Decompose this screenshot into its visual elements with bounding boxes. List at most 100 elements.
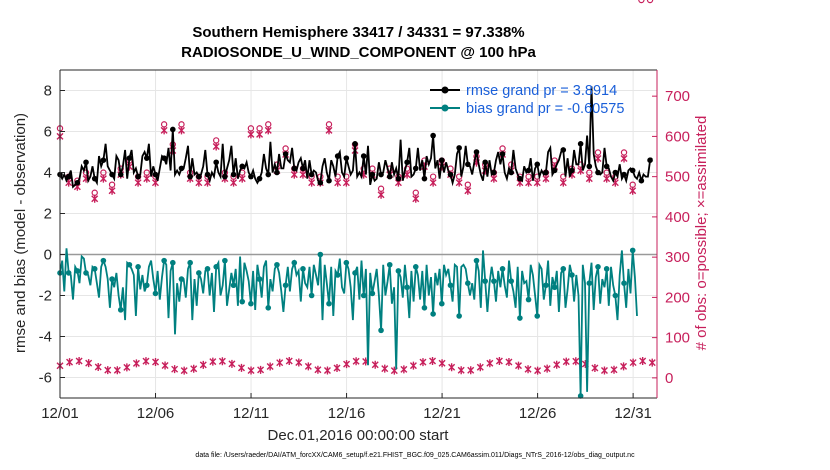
obs-bottom-marker (228, 359, 236, 368)
obs-assimilated-marker (108, 186, 116, 195)
x-tick-label: 12/31 (614, 405, 652, 422)
rmse-marker (334, 153, 341, 159)
obs-bottom-marker (648, 358, 656, 367)
rmse-marker (291, 165, 298, 172)
bias-marker (543, 282, 549, 289)
obs-bottom-marker (629, 358, 637, 367)
bias-marker (291, 259, 298, 266)
rmse-marker (152, 171, 159, 178)
rmse-marker (300, 165, 306, 172)
obs-bottom-marker (562, 357, 570, 366)
bias-marker (404, 284, 410, 291)
bias-marker (473, 257, 480, 264)
obs-bottom-marker (113, 366, 121, 375)
bias-marker (482, 278, 488, 284)
x-tick-label: 12/06 (137, 405, 175, 422)
bias-marker (100, 257, 107, 264)
obs-assimilated-marker (134, 178, 142, 187)
rmse-marker (170, 126, 176, 133)
bias-marker (569, 272, 575, 278)
bias-marker (317, 251, 324, 258)
rmse-marker (421, 175, 428, 182)
rmse-marker (196, 173, 202, 180)
obs-assimilated-marker (559, 178, 567, 187)
obs-bottom-marker (257, 365, 265, 374)
bias-marker (135, 264, 141, 270)
obs-assimilated-marker (299, 170, 307, 179)
obs-bottom-marker (304, 362, 312, 371)
obs-bottom-marker (190, 364, 198, 373)
y-right-tick-label: 500 (665, 169, 690, 186)
y-right-tick-label: 200 (665, 289, 690, 306)
obs-assimilated-marker (533, 178, 541, 187)
bias-marker (499, 266, 506, 272)
bias-marker (612, 292, 619, 299)
obs-assimilated-marker (195, 178, 203, 187)
y-left-tick-label: 0 (44, 247, 52, 264)
y-right-tick-label: 700 (665, 88, 690, 105)
bias-marker (395, 268, 402, 274)
obs-bottom-marker (343, 360, 351, 369)
bias-marker (525, 296, 532, 303)
obs-bottom-marker (553, 360, 561, 369)
obs-assimilated-marker (342, 178, 350, 187)
bias-marker (256, 276, 263, 282)
plot-background (60, 70, 657, 398)
bias-marker (282, 282, 289, 289)
rmse-marker (204, 171, 211, 178)
bias-marker (378, 327, 384, 334)
obs-assimilated-marker (264, 126, 272, 135)
obs-assimilated-marker (290, 170, 298, 179)
rmse-marker (378, 171, 384, 178)
bias-marker (360, 292, 367, 299)
rmse-marker (412, 165, 419, 172)
rmse-marker (222, 173, 228, 180)
bias-marker (386, 261, 393, 268)
obs-bottom-marker (409, 361, 417, 370)
bias-marker (326, 300, 332, 307)
bias-marker (170, 259, 176, 266)
rmse-marker (135, 173, 141, 180)
obs-assimilated-marker (594, 154, 602, 163)
obs-assimilated-marker (629, 186, 637, 195)
obs-assimilated-marker (603, 174, 611, 183)
obs-bottom-marker (639, 356, 647, 365)
rmse-marker (178, 165, 185, 172)
bias-marker (508, 278, 515, 284)
x-tick-label: 12/21 (423, 405, 461, 422)
bias-line (59, 248, 638, 396)
bias-marker (91, 266, 98, 272)
obs-bottom-marker (524, 365, 532, 374)
rmse-marker (126, 155, 133, 161)
bias-marker (83, 270, 89, 276)
chart-title-line1: Southern Hemisphere 33417 / 34331 = 97.3… (192, 24, 525, 41)
rmse-marker (274, 169, 280, 176)
obs-assimilated-marker (585, 174, 593, 183)
bias-marker (308, 292, 315, 299)
bias-marker (117, 307, 124, 313)
bias-marker (239, 298, 246, 305)
y-right-tick-label: 300 (665, 249, 690, 266)
rmse-marker (499, 151, 506, 157)
bias-marker (204, 266, 211, 272)
obs-bottom-marker (371, 360, 379, 369)
rmse-marker (248, 173, 254, 180)
bias-marker (551, 284, 558, 291)
bias-marker (222, 257, 228, 264)
y-right-tick-label: 100 (665, 330, 690, 347)
obs-assimilated-marker (490, 174, 498, 183)
y-left-tick-label: -6 (39, 370, 52, 387)
y-right-tick-label: 400 (665, 209, 690, 226)
rmse-marker (74, 179, 81, 186)
obs-bottom-marker (85, 359, 93, 368)
obs-bottom-marker (457, 366, 465, 375)
bias-marker (334, 272, 341, 278)
bias-marker (465, 280, 471, 287)
rmse-marker (117, 171, 124, 178)
rmse-marker (161, 155, 167, 161)
rmse-marker (265, 171, 272, 178)
obs-assimilated-marker (620, 154, 628, 163)
obs-assimilated-marker (542, 174, 550, 183)
obs-assimilated-marker (160, 126, 168, 135)
rmse-marker (534, 161, 541, 168)
